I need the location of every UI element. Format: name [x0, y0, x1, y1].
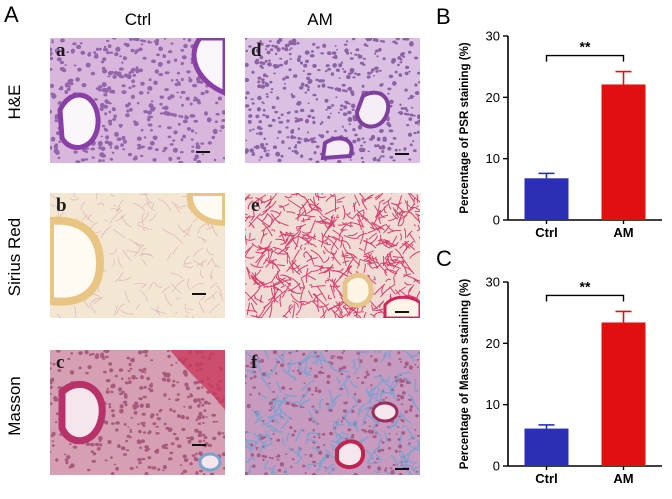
- row-label-masson: Masson: [5, 376, 24, 436]
- scale-bar: [395, 311, 409, 313]
- masson-bar-chart: 0 10 20 30 Percentage of Masson staining (%)…: [459, 275, 662, 486]
- scale-bar: [192, 444, 206, 446]
- row-label-he: H&E: [5, 84, 24, 120]
- psr-bar-ctrl: [524, 178, 569, 220]
- micrograph-sirius-am-image: [245, 193, 420, 318]
- masson-bar-am: [601, 322, 646, 466]
- tile-letter-b: b: [56, 195, 67, 216]
- tile-letter-e: e: [251, 195, 260, 216]
- column-header-ctrl: Ctrl: [124, 10, 152, 29]
- micrograph-sirius-ctrl-image: [50, 193, 225, 318]
- masson-y-tick-label: 30: [486, 275, 500, 290]
- masson-y-tick-label: 0: [493, 459, 500, 474]
- tile-letter-c: c: [56, 352, 65, 373]
- masson-y-axis-label: Percentage of Masson staining (%): [459, 279, 471, 470]
- psr-significance-bracket: [545, 54, 625, 62]
- psr-y-tick-label: 10: [486, 151, 500, 166]
- psr-y-tick-label: 20: [486, 90, 500, 105]
- psr-y-axis-label: Percentage of PSR staining (%): [459, 42, 471, 213]
- masson-x-tick-label: Ctrl: [535, 471, 557, 486]
- masson-significance-label: **: [580, 278, 591, 294]
- masson-y-tick-label: 20: [486, 336, 500, 351]
- micrograph-masson-ctrl-image: [50, 350, 225, 475]
- psr-significance-label: **: [580, 39, 591, 55]
- scale-bar: [395, 468, 409, 470]
- masson-y-tick-label: 10: [486, 397, 500, 412]
- psr-bar-am: [601, 84, 646, 220]
- micrograph-masson-ctrl: c: [50, 350, 225, 475]
- micrograph-he-am: d: [245, 38, 420, 163]
- micrograph-he-am-image: [245, 38, 420, 163]
- psr-bar-chart: 0 10 20 30 Percentage of PSR staining (%) Ctr…: [459, 29, 662, 240]
- micrograph-sirius-ctrl: b: [50, 193, 225, 318]
- masson-x-tick-label: AM: [613, 471, 633, 486]
- panel-a-letter: A: [4, 2, 19, 27]
- column-header-am: AM: [307, 10, 333, 29]
- psr-y-tick-label: 0: [493, 213, 500, 228]
- psr-y-tick-label: 30: [486, 29, 500, 44]
- masson-bar-ctrl: [524, 428, 569, 466]
- scale-bar: [196, 151, 210, 153]
- psr-x-tick-label: AM: [613, 225, 633, 240]
- tile-letter-f: f: [251, 352, 258, 373]
- panel-b-letter: B: [436, 4, 451, 29]
- panel-c-letter: C: [436, 246, 452, 271]
- micrograph-he-ctrl: a: [50, 38, 225, 163]
- row-label-sirius-red: Sirius Red: [5, 217, 24, 297]
- tile-letter-a: a: [56, 40, 66, 61]
- micrograph-masson-am: f: [245, 350, 420, 475]
- micrograph-masson-am-image: [245, 350, 420, 475]
- masson-significance-bracket: [545, 294, 625, 302]
- psr-x-tick-label: Ctrl: [535, 225, 557, 240]
- scale-bar: [192, 293, 206, 295]
- scale-bar: [395, 153, 409, 155]
- micrograph-he-ctrl-image: [50, 38, 225, 163]
- micrograph-sirius-am: e: [245, 193, 420, 318]
- tile-letter-d: d: [251, 40, 262, 61]
